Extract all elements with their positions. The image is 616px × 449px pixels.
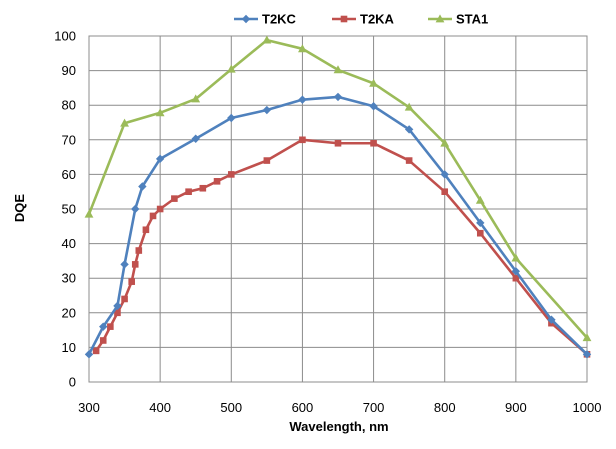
data-point-t2kc xyxy=(191,134,200,143)
data-point-t2ka xyxy=(156,205,164,213)
data-point-t2kc xyxy=(99,322,108,331)
legend-item-t2kc: T2KC xyxy=(234,12,297,27)
data-point-t2kc xyxy=(547,315,556,324)
data-point-sta1 xyxy=(511,253,521,262)
legend-label-t2ka: T2KA xyxy=(360,12,395,27)
x-tick-label: 500 xyxy=(220,400,242,415)
plot-area-frame xyxy=(88,35,588,383)
data-point-sta1 xyxy=(440,138,450,147)
data-point-t2ka xyxy=(114,309,121,317)
data-point-t2ka xyxy=(476,229,484,237)
data-point-t2ka xyxy=(185,188,192,195)
data-point-t2kc xyxy=(262,105,272,115)
data-point-sta1 xyxy=(84,209,94,218)
data-point-t2ka xyxy=(121,295,128,303)
x-tick-label: 700 xyxy=(363,400,385,415)
y-tick-label: 10 xyxy=(62,340,76,355)
y-tick-label: 30 xyxy=(62,271,76,286)
y-axis-title: DQE xyxy=(12,194,27,223)
series-sta1 xyxy=(84,35,592,342)
data-point-sta1 xyxy=(333,65,343,74)
data-point-t2kc xyxy=(369,102,378,111)
x-tick-label: 400 xyxy=(149,400,171,415)
data-point-t2ka xyxy=(199,184,207,192)
data-point-t2kc xyxy=(113,301,122,311)
data-point-sta1 xyxy=(262,35,272,44)
data-point-sta1 xyxy=(120,118,129,127)
data-point-t2ka xyxy=(512,274,520,282)
x-tick-label: 1000 xyxy=(573,400,602,415)
legend-item-sta1: STA1 xyxy=(428,12,488,27)
data-point-t2ka xyxy=(92,347,100,355)
data-point-t2ka xyxy=(128,278,135,285)
legend-label-t2kc: T2KC xyxy=(262,12,297,27)
y-tick-label: 80 xyxy=(62,98,76,113)
data-point-t2ka xyxy=(107,323,114,330)
data-point-t2ka xyxy=(441,188,449,195)
series-layer xyxy=(84,35,592,359)
data-point-t2ka xyxy=(263,157,271,164)
data-point-t2kc xyxy=(131,204,140,214)
data-point-sta1 xyxy=(226,64,236,73)
y-tick-label: 70 xyxy=(62,132,76,147)
data-point-t2ka xyxy=(99,337,107,344)
y-tick-label: 40 xyxy=(62,236,76,251)
data-point-t2kc xyxy=(333,92,343,102)
y-tick-label: 0 xyxy=(69,375,76,390)
data-point-t2ka xyxy=(149,212,157,220)
data-point-t2kc xyxy=(511,267,521,276)
data-point-t2ka xyxy=(227,171,235,178)
x-tick-label: 600 xyxy=(292,400,314,415)
y-tick-label: 50 xyxy=(62,202,76,217)
x-tick-label: 800 xyxy=(434,400,456,415)
data-point-t2ka xyxy=(135,247,143,254)
data-point-sta1 xyxy=(298,44,307,53)
data-point-t2ka xyxy=(405,157,413,164)
data-point-sta1 xyxy=(475,195,485,204)
y-tick-label: 60 xyxy=(62,167,76,182)
y-tick-label: 100 xyxy=(54,29,76,44)
data-point-t2ka xyxy=(299,136,306,144)
data-point-t2kc xyxy=(582,350,592,359)
y-tick-label: 20 xyxy=(62,305,76,320)
legend: T2KC T2KA STA1 xyxy=(234,12,488,27)
data-point-t2kc xyxy=(404,125,414,134)
data-point-sta1 xyxy=(404,102,414,111)
data-point-sta1 xyxy=(191,94,201,103)
x-tick-label: 300 xyxy=(78,400,100,415)
series-t2ka xyxy=(92,136,591,358)
data-point-t2kc xyxy=(138,182,147,191)
data-point-t2kc xyxy=(476,218,485,228)
data-point-t2kc xyxy=(155,154,165,164)
legend-marker-t2kc xyxy=(241,14,251,24)
data-point-sta1 xyxy=(582,333,592,342)
series-line-sta1 xyxy=(87,38,588,339)
data-point-sta1 xyxy=(155,108,165,117)
legend-marker-sta1 xyxy=(435,14,445,23)
legend-marker-t2ka xyxy=(340,15,348,23)
legend-item-t2ka: T2KA xyxy=(332,12,395,27)
data-point-t2ka xyxy=(171,195,178,202)
data-point-t2kc xyxy=(84,350,94,359)
data-point-t2ka xyxy=(370,139,377,147)
data-point-t2kc xyxy=(227,113,236,123)
data-point-sta1 xyxy=(369,78,378,87)
x-axis-title: Wavelength, nm xyxy=(289,419,388,434)
data-point-t2ka xyxy=(131,261,139,268)
legend-label-sta1: STA1 xyxy=(456,12,488,27)
y-tick-label: 90 xyxy=(62,63,76,78)
data-point-t2kc xyxy=(440,170,449,179)
series-t2kc xyxy=(84,92,592,359)
data-point-t2ka xyxy=(334,139,342,147)
data-point-t2kc xyxy=(298,95,307,104)
data-point-t2ka xyxy=(213,178,221,185)
y-axis-tick-labels: 0 10 20 30 40 50 60 70 80 90 100 xyxy=(54,29,76,390)
x-tick-label: 900 xyxy=(505,400,527,415)
x-axis-tick-labels: 300 400 500 600 700 800 900 1000 xyxy=(78,400,601,415)
data-point-t2kc xyxy=(120,260,129,269)
data-point-t2ka xyxy=(142,226,150,234)
